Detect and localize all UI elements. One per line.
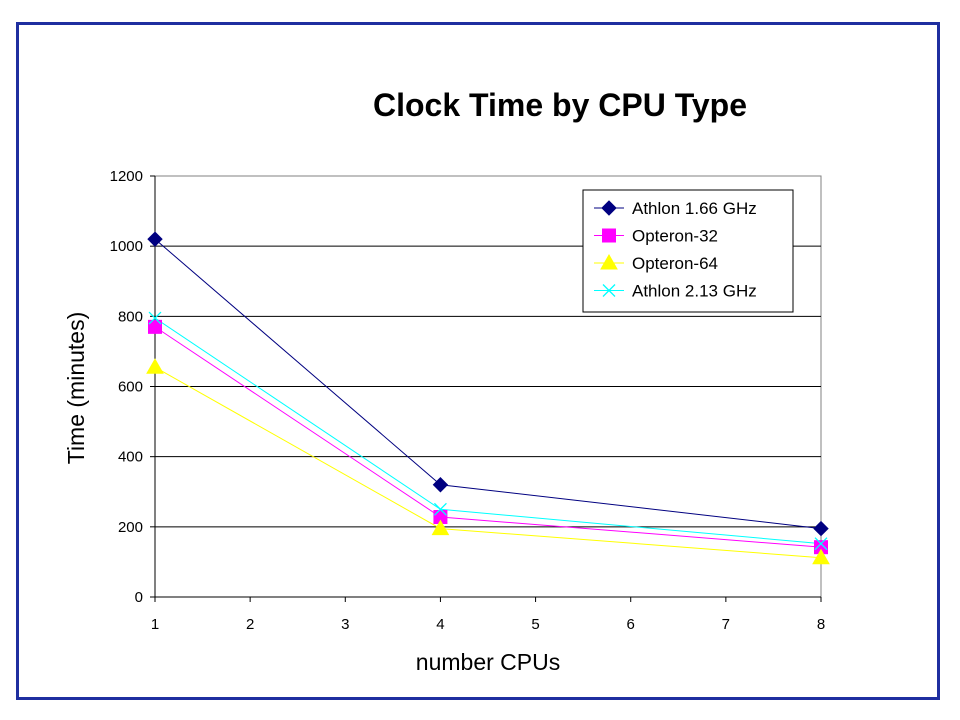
data-point — [147, 231, 163, 247]
legend-marker — [601, 200, 617, 216]
x-tick-labels: 1 2 3 4 5 6 7 8 — [151, 616, 825, 633]
y-tick-label: 1200 — [110, 168, 143, 185]
legend-label: Opteron-64 — [632, 254, 718, 273]
y-tick-label: 800 — [118, 308, 143, 325]
y-tick-label: 1000 — [110, 238, 143, 255]
x-tick-label: 8 — [817, 616, 825, 633]
legend-label: Athlon 1.66 GHz — [632, 199, 757, 218]
y-tick-label: 0 — [135, 589, 143, 606]
x-tick-label: 3 — [341, 616, 349, 633]
legend-label: Athlon 2.13 GHz — [632, 282, 757, 301]
y-tick-labels: 0 200 400 600 800 1000 1200 — [110, 168, 143, 606]
y-axis-label: Time (minutes) — [63, 312, 89, 465]
data-point — [148, 319, 162, 334]
x-tick-label: 5 — [531, 616, 539, 633]
data-point — [814, 537, 828, 551]
legend-marker — [602, 284, 616, 297]
data-point — [431, 519, 450, 536]
legend-marker — [600, 253, 618, 270]
y-tick-label: 400 — [118, 449, 143, 466]
data-point — [432, 477, 449, 493]
legend-box — [582, 189, 794, 313]
data-point — [146, 358, 164, 374]
x-tick-label: 7 — [722, 616, 730, 633]
x-tick-label: 4 — [436, 616, 444, 633]
legend: Athlon 1.66 GHz Opteron-32 Opteron-64 Athlo… — [582, 189, 794, 313]
data-point — [433, 502, 447, 516]
series-markers — [146, 231, 830, 565]
legend-label: Opteron-32 — [632, 227, 718, 246]
data-point — [148, 311, 162, 325]
y-tick-label: 200 — [118, 519, 143, 536]
x-tick-label: 2 — [246, 616, 254, 633]
y-tick-label: 600 — [118, 379, 143, 396]
legend-marker — [602, 228, 616, 243]
x-axis-label: number CPUs — [416, 649, 560, 675]
x-tick-label: 6 — [627, 616, 635, 633]
x-tick-label: 1 — [151, 616, 159, 633]
data-point — [812, 548, 830, 565]
data-point — [813, 520, 829, 537]
chart-title: Clock Time by CPU Type — [373, 87, 747, 123]
